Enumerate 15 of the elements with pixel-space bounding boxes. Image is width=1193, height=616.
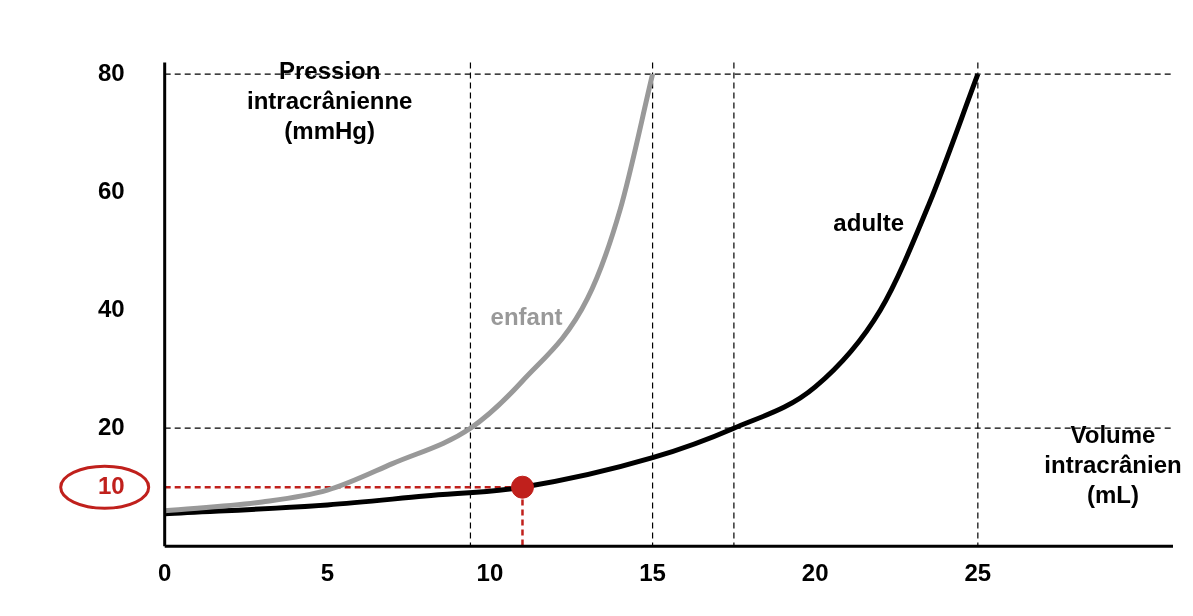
y-tick-label: 60 xyxy=(97,176,125,204)
series-label: adulte xyxy=(833,208,905,236)
x-tick-label: 0 xyxy=(158,559,172,587)
y-tick-label: 80 xyxy=(97,58,125,86)
x-tick-label: 15 xyxy=(639,559,666,587)
y-tick-label: 40 xyxy=(97,294,125,322)
x-axis-title: Volume intracrânien (mL) xyxy=(1044,420,1182,508)
x-tick-label: 10 xyxy=(476,559,504,587)
x-tick-label: 5 xyxy=(320,559,334,587)
x-tick-label: 20 xyxy=(801,559,829,587)
y-tick-label: 10 xyxy=(97,471,125,499)
series-label: enfant xyxy=(490,303,563,331)
y-axis-title: Pression intracrânienne (mmHg) xyxy=(247,57,413,145)
x-tick-label: 25 xyxy=(964,559,992,587)
y-tick-label: 20 xyxy=(97,412,125,440)
